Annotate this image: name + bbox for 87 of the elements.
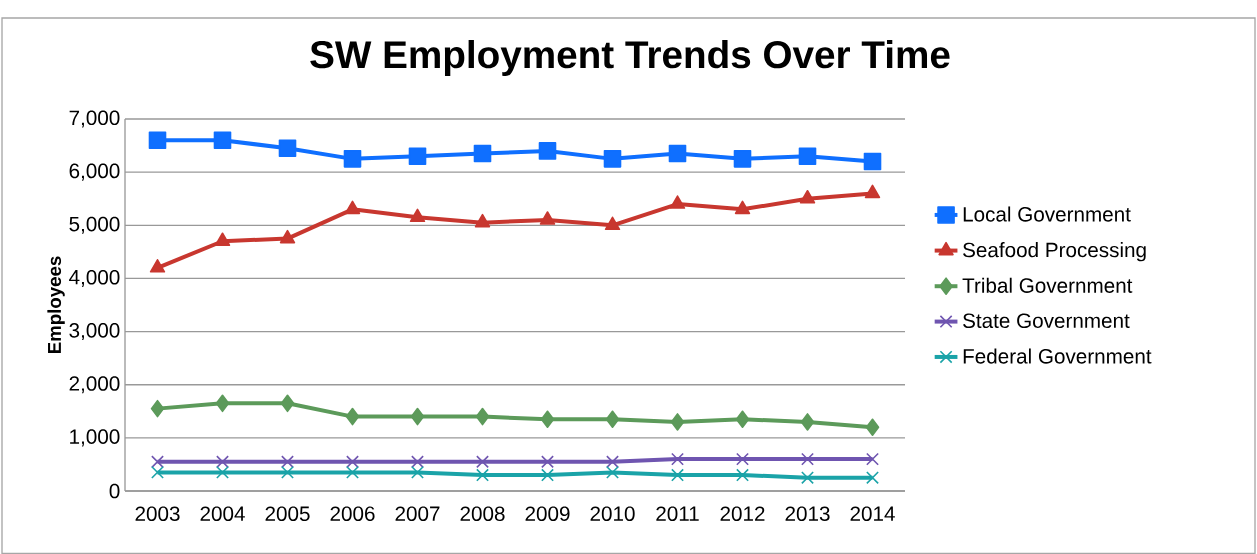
point: [671, 452, 684, 466]
legend-label: Tribal Government: [962, 277, 1133, 293]
legend-label: State Government: [963, 313, 1130, 329]
x-tick-label: 2013: [785, 506, 830, 522]
y-axis-title: Employees: [47, 256, 65, 354]
y-tick-label: 2,000: [69, 376, 120, 394]
point: [473, 144, 492, 163]
legend-label: Seafood Processing: [963, 242, 1146, 262]
point: [540, 410, 555, 429]
point: [866, 452, 879, 466]
point: [343, 150, 362, 168]
y-tick-label: 5,000: [69, 216, 120, 234]
point: [344, 200, 361, 215]
point: [863, 152, 882, 171]
y-tick-label: 0: [109, 483, 120, 499]
x-tick-label: 2006: [330, 506, 375, 522]
point: [409, 208, 426, 223]
point: [216, 455, 229, 469]
x-tick-label: 2014: [850, 506, 895, 522]
y-tick-label: 4,000: [69, 269, 120, 287]
y-tick-label: 3,000: [69, 323, 120, 341]
point: [671, 468, 684, 482]
point: [538, 142, 557, 160]
chart-title: SW Employment Trends Over Time: [310, 39, 950, 77]
point: [541, 455, 554, 469]
point: [801, 452, 814, 466]
point: [733, 150, 752, 168]
y-tick-label: 7,000: [69, 110, 120, 128]
point: [541, 468, 554, 482]
point: [866, 471, 879, 485]
x-tick-label: 2010: [590, 506, 635, 522]
point: [605, 410, 620, 429]
point: [736, 468, 749, 482]
point: [151, 455, 164, 469]
x-tick-label: 2004: [200, 506, 245, 522]
point: [865, 418, 880, 437]
point: [476, 455, 489, 469]
point: [801, 471, 814, 485]
point: [603, 150, 622, 168]
point: [213, 131, 232, 150]
y-tick-label: 6,000: [69, 163, 120, 181]
x-tick-label: 2005: [265, 506, 310, 522]
point: [798, 147, 817, 166]
legend-label: Federal Government: [963, 348, 1152, 364]
point: [476, 468, 489, 482]
point: [736, 452, 749, 466]
x-tick-label: 2012: [720, 506, 765, 522]
point: [475, 407, 490, 426]
point: [215, 394, 230, 413]
x-tick-label: 2008: [460, 506, 505, 522]
x-tick-label: 2009: [525, 506, 570, 522]
point: [604, 216, 621, 231]
point: [281, 455, 294, 469]
point: [411, 455, 424, 469]
y-tick-label: 1,000: [70, 429, 120, 447]
point: [606, 465, 619, 479]
point: [280, 394, 295, 413]
point: [151, 465, 164, 479]
point: [149, 259, 166, 273]
x-tick-label: 2003: [135, 506, 180, 522]
point: [216, 465, 229, 479]
legend-label: Local Government: [963, 206, 1131, 222]
point: [150, 399, 165, 418]
point: [346, 455, 359, 469]
point: [279, 229, 296, 244]
point: [735, 410, 750, 429]
point: [281, 465, 294, 479]
point: [346, 465, 359, 479]
point: [410, 407, 425, 426]
point: [474, 213, 491, 228]
point: [669, 195, 686, 209]
point: [148, 131, 167, 150]
point: [606, 455, 619, 469]
x-tick-label: 2011: [656, 506, 699, 522]
point: [278, 139, 297, 158]
point: [411, 465, 424, 479]
point: [408, 147, 427, 166]
point: [864, 184, 881, 199]
point: [345, 407, 360, 426]
x-tick-label: 2007: [395, 506, 440, 522]
point: [734, 200, 751, 215]
point: [668, 144, 687, 163]
point: [800, 413, 815, 431]
point: [670, 413, 685, 431]
point: [799, 189, 816, 204]
point: [539, 211, 556, 225]
point: [214, 232, 231, 247]
